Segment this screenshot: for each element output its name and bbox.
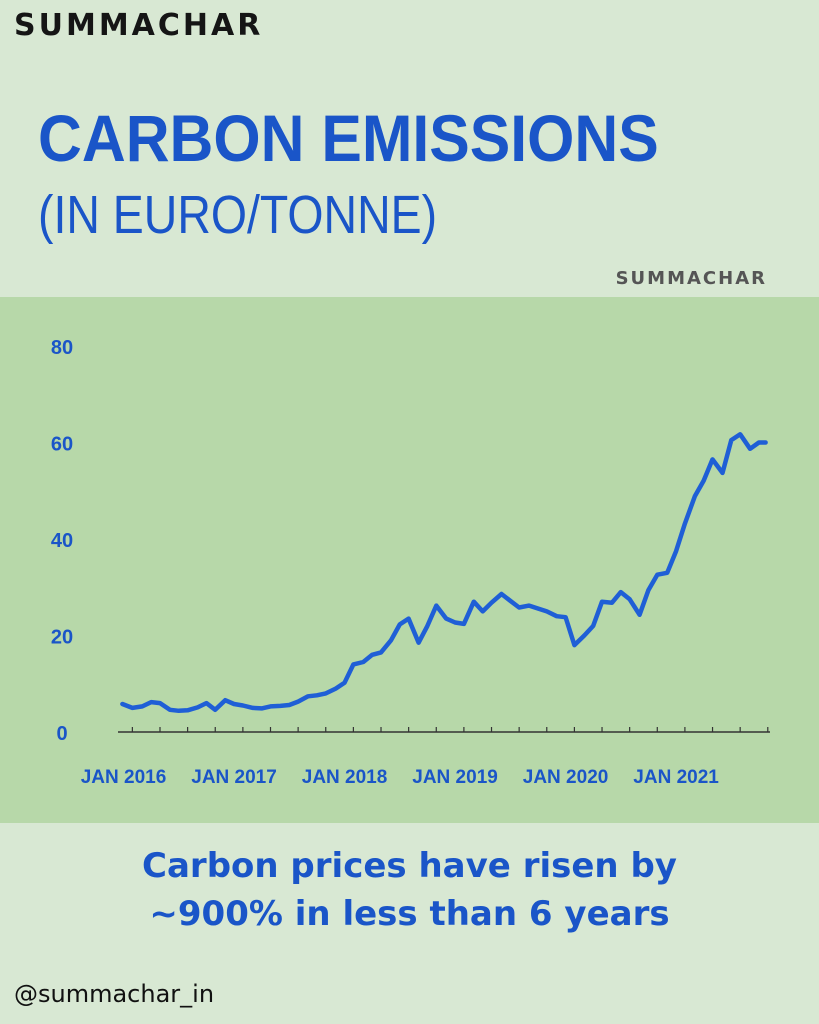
series-line bbox=[120, 432, 768, 714]
y-tick-label: 0 bbox=[56, 723, 67, 745]
x-tick-label: JAN 2016 bbox=[81, 767, 167, 788]
chart-panel: 0 20 40 60 80 JAN 2016 JAN 2017 JAN 2018 JAN 201… bbox=[0, 297, 819, 823]
y-tick-label: 20 bbox=[51, 627, 73, 649]
x-tick-label: JAN 2021 bbox=[633, 767, 719, 788]
y-tick-label: 80 bbox=[51, 337, 73, 359]
line-chart: 0 20 40 60 80 JAN 2016 JAN 2017 JAN 2018 JAN 201… bbox=[51, 337, 770, 788]
social-handle: @summachar_in bbox=[14, 980, 215, 1008]
chart-title: CARBON EMISSIONS bbox=[38, 101, 659, 175]
caption-line-2: ~900% in less than 6 years bbox=[149, 894, 670, 934]
chart-watermark-logo: SUMMACHAR bbox=[615, 268, 767, 289]
x-tick-label: JAN 2018 bbox=[302, 767, 388, 788]
x-tick-label: JAN 2019 bbox=[412, 767, 498, 788]
caption: Carbon prices have risen by ~900% in les… bbox=[0, 842, 819, 938]
brand-logo: SUMMACHAR bbox=[14, 8, 264, 43]
x-tick-label: JAN 2017 bbox=[191, 767, 277, 788]
chart-subtitle: (IN EURO/TONNE) bbox=[38, 185, 438, 245]
y-tick-label: 40 bbox=[51, 530, 73, 552]
y-tick-label: 60 bbox=[51, 434, 73, 456]
caption-line-1: Carbon prices have risen by bbox=[142, 846, 677, 886]
x-tick-label: JAN 2020 bbox=[523, 767, 609, 788]
